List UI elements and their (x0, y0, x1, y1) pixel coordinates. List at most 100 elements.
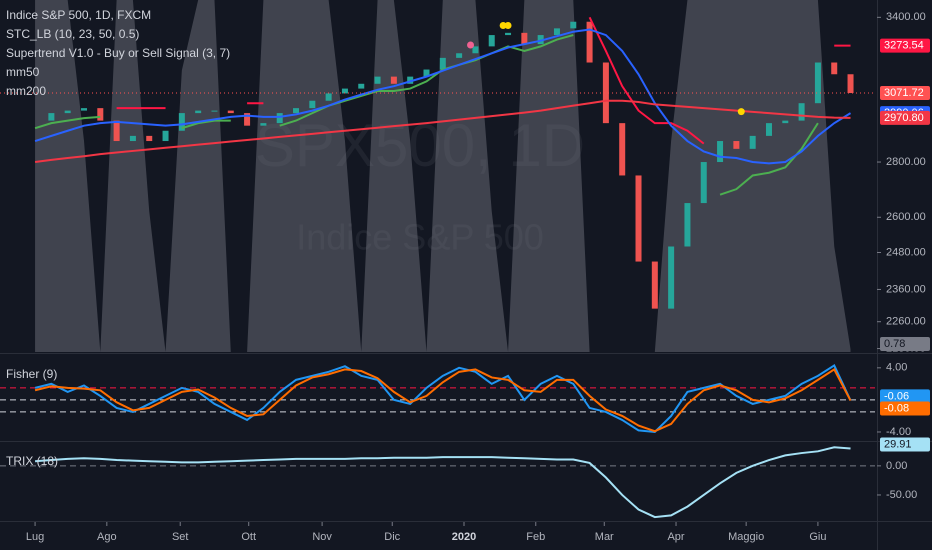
candle (97, 108, 104, 121)
candle (162, 130, 169, 142)
series-line (34, 28, 852, 165)
signal-dot (737, 108, 745, 116)
candle (782, 120, 789, 124)
candle (374, 76, 381, 84)
legend-entry: mm50 (6, 65, 40, 79)
candle (195, 110, 202, 114)
candle (390, 76, 397, 84)
x-tick-label: Dic (384, 531, 400, 543)
signal-dot (467, 41, 475, 49)
candle (668, 246, 675, 309)
candle (798, 103, 805, 121)
x-tick-label: Maggio (728, 531, 764, 543)
panel-title: TRIX (18) (6, 454, 58, 468)
series-line (34, 368, 852, 433)
candle (358, 83, 365, 89)
x-tick-label: 2020 (452, 531, 476, 543)
candle (244, 113, 251, 126)
candle (553, 28, 560, 36)
y-tick-label: 2800.00 (886, 156, 926, 168)
candle (341, 88, 348, 94)
candle (700, 162, 707, 204)
candle (146, 135, 153, 142)
y-tick-label: 3400.00 (886, 11, 926, 23)
x-tick-label: Giu (809, 531, 826, 543)
candle (684, 203, 691, 247)
candle (505, 32, 512, 36)
candle (113, 120, 120, 142)
candle (439, 57, 446, 70)
y-tick-label: 4.00 (886, 362, 907, 374)
x-tick-label: Apr (667, 531, 684, 543)
candle (456, 53, 463, 58)
x-tick-label: Lug (26, 531, 44, 543)
price-label: 0.78 (884, 338, 905, 350)
price-label-bg (880, 437, 930, 452)
candle (407, 76, 414, 84)
y-tick-label: 2480.00 (886, 246, 926, 258)
series-line (34, 363, 852, 434)
candle (602, 62, 609, 124)
candle (211, 110, 218, 112)
price-label-bg (880, 337, 930, 351)
price-label-bg (880, 401, 930, 416)
y-tick-label: 2600.00 (886, 211, 926, 223)
candle (48, 113, 55, 121)
signal-dot (504, 21, 512, 29)
candle (276, 113, 283, 124)
stc-area (35, 0, 851, 352)
price-label-bg (880, 86, 930, 101)
y-tick-label: 2260.00 (886, 316, 926, 328)
candle (64, 110, 71, 114)
price-label: 3071.72 (884, 87, 924, 99)
x-tick-label: Set (172, 531, 189, 543)
candle (293, 108, 300, 114)
candle (635, 175, 642, 262)
candle (129, 135, 136, 142)
candle (80, 108, 87, 111)
price-label-bg (880, 110, 930, 125)
candle (586, 21, 593, 63)
candle (423, 69, 430, 77)
y-tick-label: -50.00 (886, 489, 917, 501)
price-label-bg (880, 389, 930, 404)
candle (717, 141, 724, 163)
candle (309, 100, 316, 109)
series-line (181, 119, 231, 130)
candle (814, 62, 821, 104)
candle (260, 123, 267, 126)
price-label: 3273.54 (884, 39, 924, 51)
price-label: 29.91 (884, 438, 912, 450)
series-line (719, 122, 819, 196)
series-line (588, 16, 705, 145)
candle (651, 261, 658, 309)
candle (749, 135, 756, 149)
candle (570, 21, 577, 29)
price-label: -0.08 (884, 402, 909, 414)
price-label-bg (880, 38, 930, 53)
candle (847, 74, 854, 94)
y-tick-label: -4.00 (886, 426, 911, 438)
legend-entry: mm200 (6, 84, 46, 98)
candle (765, 123, 772, 136)
y-tick-label: 2360.00 (886, 283, 926, 295)
candle (227, 110, 234, 114)
candle (619, 123, 626, 176)
chart-title: Indice S&P 500, 1D, FXCM (6, 8, 151, 22)
price-label: 2970.80 (884, 112, 924, 124)
candle (178, 113, 185, 131)
y-tick-label: 0.00 (886, 460, 907, 472)
x-tick-label: Feb (526, 531, 545, 543)
candle (325, 93, 332, 101)
x-tick-label: Ott (241, 531, 256, 543)
price-label: -0.06 (884, 390, 909, 402)
candle (733, 141, 740, 149)
series-line (34, 99, 851, 164)
panel-title: Fisher (9) (6, 367, 57, 381)
candle (831, 62, 838, 75)
watermark: Indice S&P 500 (296, 217, 544, 258)
candle (521, 32, 528, 45)
candle (537, 35, 544, 45)
candle (472, 46, 479, 54)
